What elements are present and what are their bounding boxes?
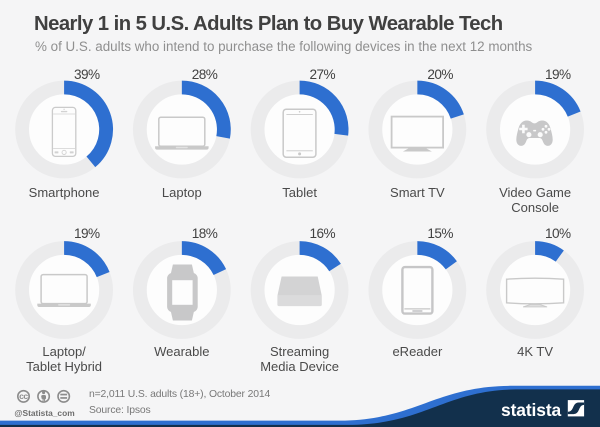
svg-text:statista: statista bbox=[501, 400, 562, 420]
svg-text:cc: cc bbox=[19, 391, 28, 401]
